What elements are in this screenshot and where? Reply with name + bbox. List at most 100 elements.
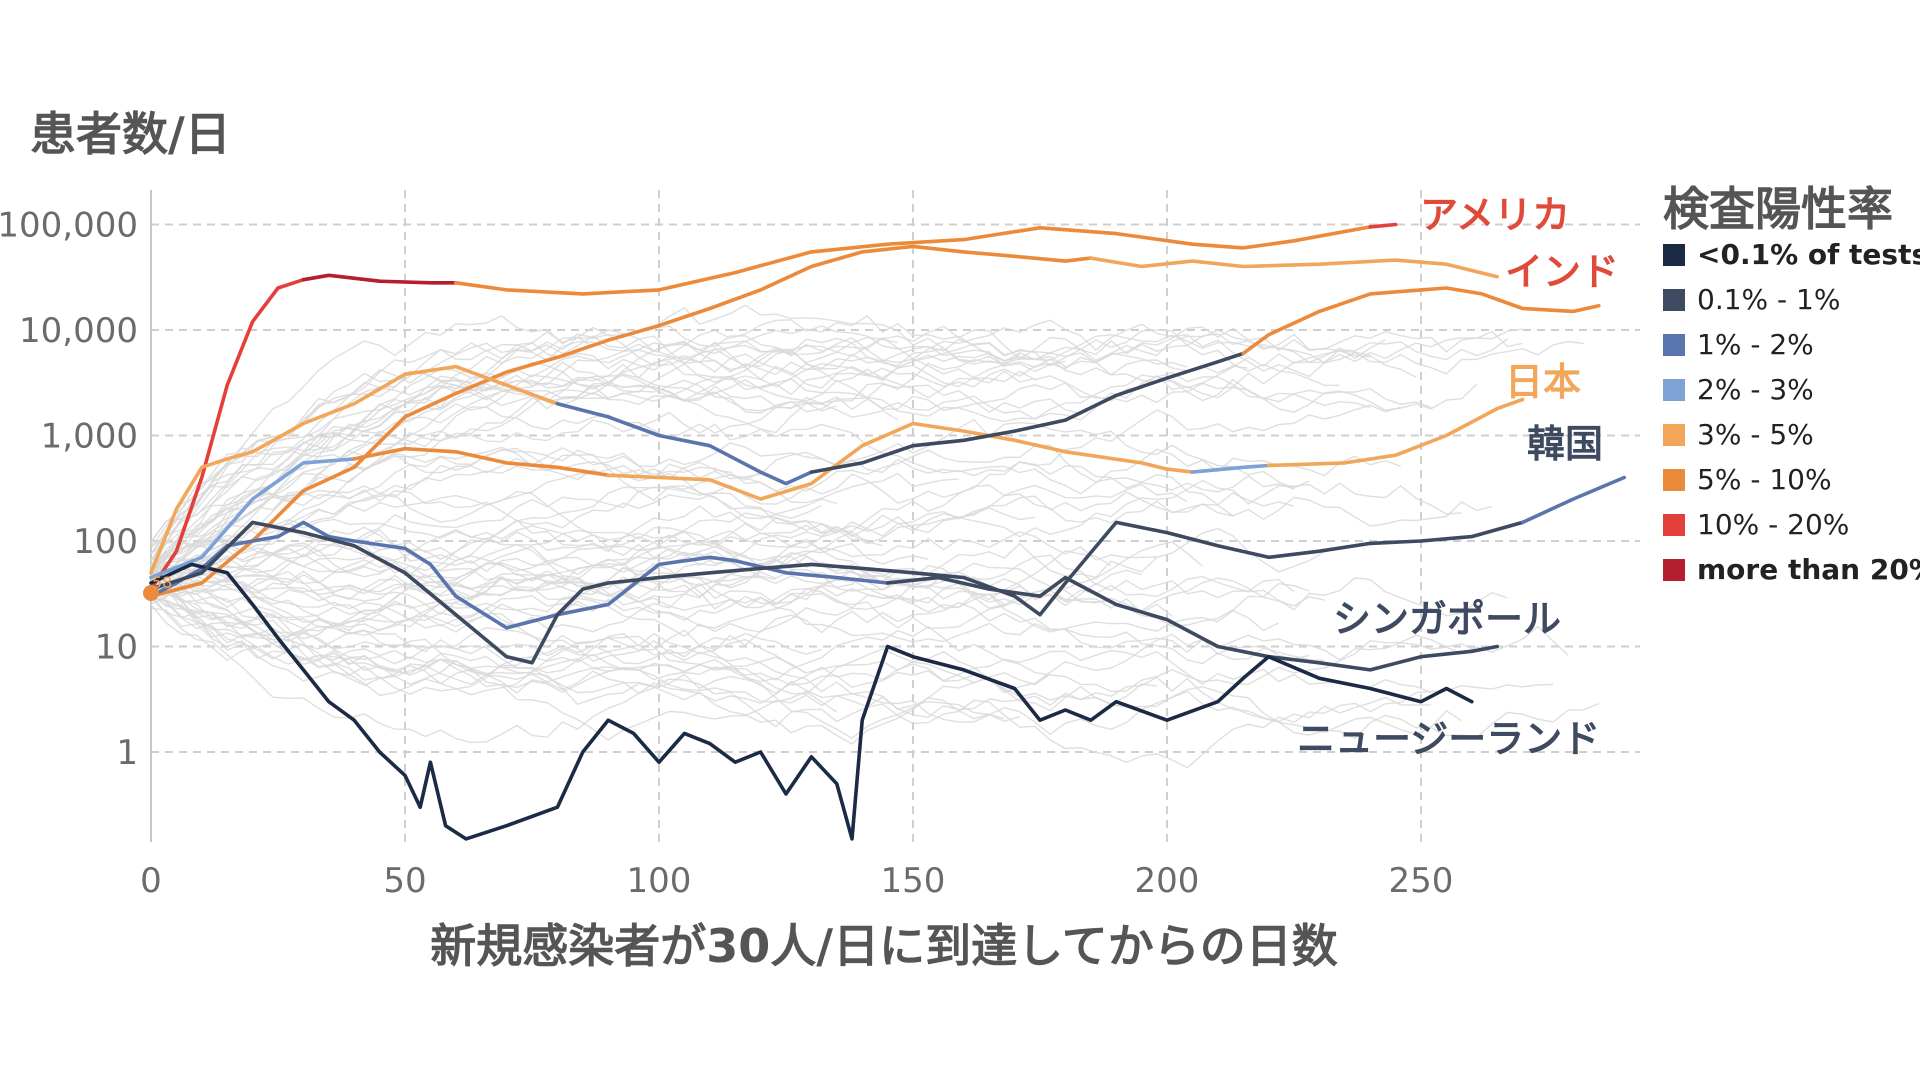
series-segment: [809, 351, 1245, 474]
background-line: [150, 319, 1584, 555]
series-segment: [1520, 475, 1626, 525]
legend-item-label: <0.1% of tests: [1697, 238, 1920, 271]
background-line: [150, 485, 837, 574]
background-line: [150, 531, 929, 588]
series-segment: [1190, 463, 1271, 474]
background-line: [150, 582, 1462, 740]
start-marker: 58: [143, 573, 172, 601]
legend-swatch: [1663, 334, 1685, 356]
background-line: [150, 339, 1386, 562]
background-line: [150, 572, 1173, 632]
background-line: [150, 325, 1508, 543]
background-line: [150, 528, 776, 598]
series-segment: [149, 244, 1093, 599]
x-axis-label: 新規感染者が30人/日に到達してからの日数: [430, 919, 1337, 973]
background-line: [150, 401, 838, 593]
background-line: [150, 491, 1234, 603]
background-line: [150, 374, 899, 577]
x-tick-label: 200: [1135, 861, 1200, 901]
y-tick-label: 100,000: [0, 206, 138, 246]
background-line: [150, 536, 761, 579]
background-line: [150, 337, 1021, 549]
series-segment: [1089, 256, 1499, 279]
background-country-lines: [150, 304, 1600, 769]
series-segment: [149, 457, 357, 580]
legend-item-label: 10% - 20%: [1697, 508, 1849, 541]
background-line: [150, 571, 1478, 661]
background-line: [150, 447, 1295, 577]
background-line: [150, 550, 1112, 633]
label-korea: 韓国: [1527, 422, 1603, 466]
chart-grid: [150, 190, 1640, 842]
y-tick-label: 1: [116, 733, 138, 773]
background-line: [150, 418, 1310, 605]
legend-swatch: [1663, 289, 1685, 311]
x-tick-label: 50: [383, 861, 426, 901]
legend-item-label: 1% - 2%: [1697, 328, 1814, 361]
background-line: [150, 350, 1417, 574]
x-tick-label: 150: [881, 861, 946, 901]
background-line: [150, 518, 883, 582]
legend-title: 検査陽性率: [1663, 182, 1893, 236]
background-line: [150, 442, 1401, 579]
legend-item-label: 2% - 3%: [1697, 373, 1814, 406]
series-segment: [453, 225, 1372, 296]
series-segment: [606, 421, 1195, 501]
legend-swatch: [1663, 244, 1685, 266]
x-tick-label: 0: [140, 861, 162, 901]
legend-swatch: [1663, 514, 1685, 536]
start-marker-label: 58: [152, 573, 172, 592]
legend-swatch: [1663, 379, 1685, 401]
legend-swatch: [1663, 469, 1685, 491]
series-segment: [352, 446, 611, 478]
background-line: [150, 576, 1325, 665]
label-india: インド: [1505, 250, 1619, 294]
series-segment: [1266, 397, 1525, 468]
y-axis-label: 患者数/日: [30, 107, 231, 161]
legend-item-label: 3% - 5%: [1697, 418, 1814, 451]
label-singapore: シンガポール: [1333, 597, 1561, 641]
legend-swatch: [1663, 424, 1685, 446]
y-tick-label: 10: [95, 628, 138, 668]
series-segment: [555, 401, 814, 486]
background-line: [150, 444, 1295, 577]
series-segment: [149, 562, 1474, 841]
background-line: [150, 319, 1188, 571]
y-tick-label: 100: [73, 522, 138, 562]
x-tick-label: 250: [1389, 861, 1454, 901]
legend-item-label: more than 20%: [1697, 553, 1920, 586]
background-line: [150, 582, 1280, 674]
background-line: [150, 404, 1401, 565]
series-segment: [149, 277, 306, 591]
country-labels: アメリカ インド 日本 韓国 シンガポール ニュージーランド: [1297, 193, 1619, 761]
legend-swatch: [1663, 559, 1685, 581]
legend: 検査陽性率 <0.1% of tests 0.1% - 1% 1% - 2% 2% -…: [1663, 182, 1920, 586]
y-tick-label: 10,000: [19, 311, 138, 351]
background-line: [150, 541, 1204, 629]
background-line: [150, 553, 914, 598]
start-marker-dot: [143, 585, 159, 601]
x-tick-label: 100: [627, 861, 692, 901]
label-new-zealand: ニュージーランド: [1297, 717, 1600, 761]
axis-ticks: 1 10 100 1,000 10,000 100,000 0 50 100 150 200 250: [0, 206, 1453, 902]
series-segment: [1368, 222, 1398, 229]
background-line: [150, 563, 1005, 621]
series-segment: [301, 273, 458, 285]
background-line: [150, 371, 1432, 590]
legend-item-label: 5% - 10%: [1697, 463, 1832, 496]
background-line: [150, 578, 1005, 741]
background-line: [150, 572, 1432, 696]
series-segment: [149, 364, 560, 575]
label-usa: アメリカ: [1420, 193, 1570, 237]
background-line: [150, 579, 1310, 694]
series-segment: [149, 520, 1525, 665]
series-segment: [1241, 286, 1601, 356]
background-line: [150, 314, 1249, 549]
background-line: [150, 566, 1325, 612]
background-line: [150, 555, 1508, 617]
background-line: [150, 374, 1478, 560]
background-line: [150, 527, 1325, 583]
background-line: [150, 604, 1600, 745]
legend-item-label: 0.1% - 1%: [1697, 283, 1840, 316]
